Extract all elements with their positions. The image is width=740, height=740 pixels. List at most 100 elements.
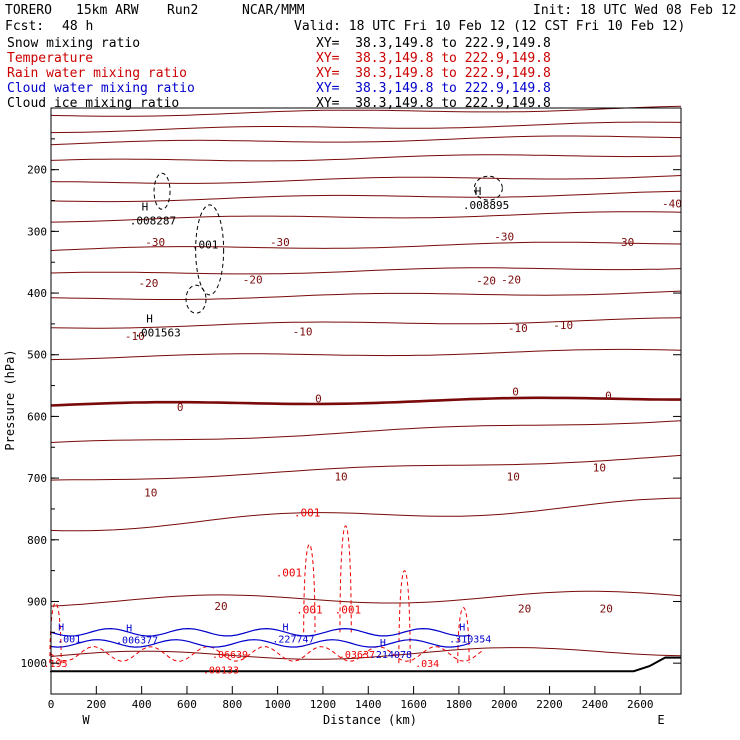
x-tick-label: 2600 bbox=[627, 698, 654, 711]
isotherm-label: -10 bbox=[293, 325, 313, 338]
isotherm-line bbox=[50, 105, 682, 117]
isotherm-line bbox=[50, 190, 682, 203]
isotherm-label: -20 bbox=[243, 273, 263, 286]
rain-label: .001 bbox=[335, 603, 362, 616]
isotherm-label: 0 bbox=[177, 401, 184, 414]
snow-contour bbox=[153, 172, 171, 210]
x-tick-label: 2200 bbox=[536, 698, 563, 711]
isotherm-label: -10 bbox=[553, 319, 573, 332]
isotherm-line bbox=[50, 135, 682, 146]
isotherm-label: 10 bbox=[507, 470, 520, 483]
xy-cloud-water: XY= 38.3,149.8 to 222.9,149.8 bbox=[316, 81, 551, 96]
rain-contour bbox=[398, 570, 411, 664]
isotherm-label: 10 bbox=[334, 470, 347, 483]
isotherm-line bbox=[50, 267, 682, 275]
x-tick-label: 200 bbox=[86, 698, 106, 711]
rain-max-value: .195 bbox=[43, 659, 67, 670]
xy-rain: XY= 38.3,149.8 to 222.9,149.8 bbox=[316, 66, 551, 81]
x-tick-label: 2400 bbox=[582, 698, 609, 711]
isotherm-line bbox=[50, 454, 682, 481]
x-tick-label: 1800 bbox=[446, 698, 473, 711]
legend-cloud-water: Cloud water mixing ratio bbox=[7, 81, 195, 96]
cloud-water-contour bbox=[50, 627, 471, 637]
isotherm-label: -20 bbox=[139, 277, 159, 290]
legend-temperature: Temperature bbox=[7, 51, 94, 66]
cloud-max-value: .227747 bbox=[272, 634, 314, 645]
cloud-max-marker: H bbox=[126, 624, 132, 635]
rain-max-value: .00133 bbox=[203, 665, 239, 676]
isotherm-line bbox=[50, 241, 682, 251]
organization: NCAR/MMM bbox=[242, 3, 305, 18]
isotherm-label: 10 bbox=[144, 486, 157, 499]
isotherm-line bbox=[50, 175, 682, 184]
cloud-max-value: .310354 bbox=[449, 634, 491, 645]
legend-snow: Snow mixing ratio bbox=[7, 36, 141, 51]
x-tick-label: 1000 bbox=[264, 698, 291, 711]
x-end-label-west: W bbox=[82, 713, 90, 727]
rain-max-value: .06639 bbox=[212, 650, 248, 661]
isotherm-label: -30 bbox=[145, 236, 165, 249]
isotherm-label: 0 bbox=[315, 393, 322, 406]
isotherm-line bbox=[50, 348, 682, 361]
rain-max-value: .034 bbox=[415, 659, 439, 670]
cloud-max-marker: H bbox=[58, 622, 64, 633]
snow-max-marker: H bbox=[475, 185, 482, 198]
isotherm-line bbox=[50, 497, 682, 532]
x-axis-title: Distance (km) bbox=[323, 713, 417, 727]
isotherm-line bbox=[50, 154, 682, 162]
y-tick-label: 1000 bbox=[21, 657, 48, 670]
y-tick-label: 400 bbox=[27, 287, 47, 300]
snow-contour bbox=[195, 204, 225, 296]
init-time: Init: 18 UTC Wed 08 Feb 12 bbox=[533, 3, 737, 18]
rain-label: .001 bbox=[276, 566, 303, 579]
rain-max-value: .03637 bbox=[339, 650, 375, 661]
snow-max-value: .008287 bbox=[130, 214, 176, 227]
x-tick-label: 800 bbox=[222, 698, 242, 711]
isotherm-line bbox=[50, 290, 682, 300]
rain-contour bbox=[49, 602, 62, 664]
isotherm-label: -20 bbox=[501, 273, 521, 286]
isotherm-line bbox=[50, 211, 682, 223]
cloud-max-marker: H bbox=[380, 638, 386, 649]
x-tick-label: 0 bbox=[48, 698, 55, 711]
isotherm-line bbox=[50, 317, 682, 329]
rain-label: .001 bbox=[296, 603, 323, 616]
y-tick-label: 700 bbox=[27, 472, 47, 485]
snow-max-value: .001 bbox=[192, 238, 219, 251]
isotherm-label: -30 bbox=[494, 230, 514, 243]
isotherm-line bbox=[50, 647, 682, 660]
isotherm-label: 0 bbox=[512, 386, 519, 399]
x-tick-label: 2000 bbox=[491, 698, 518, 711]
isotherm-line bbox=[50, 590, 682, 607]
plot-frame bbox=[50, 107, 682, 695]
isotherm-label: -40 bbox=[662, 198, 682, 211]
isotherm-label: -30 bbox=[270, 236, 290, 249]
cloud-max-marker: H bbox=[459, 622, 465, 633]
isotherm-label: 20 bbox=[214, 600, 227, 613]
cloud-max-value: .001 bbox=[57, 634, 81, 645]
legend-cloud-ice: Cloud ice mixing ratio bbox=[7, 96, 180, 111]
snow-contour bbox=[185, 284, 207, 314]
rain-contour bbox=[339, 525, 352, 633]
model-resolution: 15km ARW bbox=[76, 3, 139, 18]
xy-cloud-ice: XY= 38.3,149.8 to 222.9,149.8 bbox=[316, 96, 551, 111]
cloud-water-contour bbox=[50, 639, 471, 648]
model-name: TORERO bbox=[5, 3, 52, 18]
x-tick-label: 1600 bbox=[400, 698, 427, 711]
x-tick-label: 400 bbox=[132, 698, 152, 711]
cloud-max-marker: H bbox=[282, 622, 288, 633]
x-tick-label: 1200 bbox=[310, 698, 337, 711]
x-tick-label: 1400 bbox=[355, 698, 382, 711]
isotherm-label: -20 bbox=[476, 275, 496, 288]
rain-label: .001 bbox=[294, 507, 321, 520]
run-label: Run2 bbox=[167, 3, 199, 18]
legend-rain: Rain water mixing ratio bbox=[7, 66, 188, 81]
isotherm-label: 20 bbox=[518, 602, 531, 615]
y-tick-label: 800 bbox=[27, 534, 47, 547]
isotherm-label: 0 bbox=[605, 389, 612, 402]
isotherm-label: -10 bbox=[508, 322, 528, 335]
y-axis-title: Pressure (hPa) bbox=[3, 349, 17, 450]
isotherm-label: -10 bbox=[125, 330, 145, 343]
cloud-max-value: .214078 bbox=[370, 650, 412, 661]
terrain-line bbox=[50, 656, 682, 673]
